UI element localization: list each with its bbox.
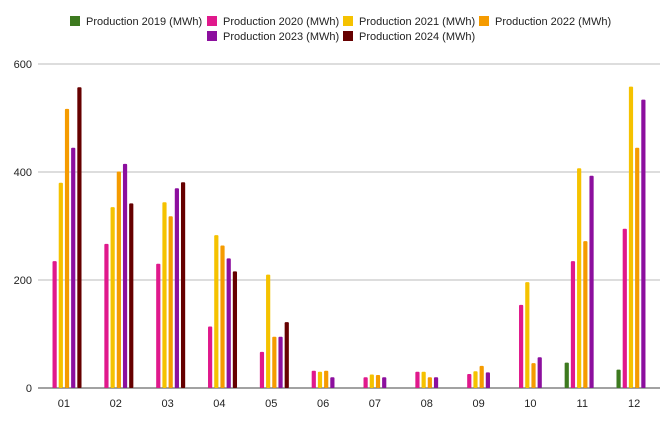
bar-04-series-4 [226,258,231,388]
legend-label-5: Production 2024 (MWh) [359,31,475,43]
bar-03-series-5 [180,182,186,388]
y-axis: 0 200 400 600 [14,59,32,395]
bar-05-series-2 [266,274,271,388]
bar-03-series-3 [168,216,173,388]
x-tick-label-04: 04 [213,398,225,410]
bar-02-series-4 [122,163,128,388]
y-tick-label: 400 [14,167,32,179]
bar-02-series-3 [116,171,121,388]
bar-12-series-2 [628,86,634,389]
legend-swatch-0 [70,16,80,26]
bar-11-series-0 [564,362,569,388]
legend: Production 2019 (MWh) Production 2020 (MW… [70,16,611,43]
x-axis: 01 02 03 04 05 06 07 08 09 10 11 12 [58,398,640,410]
bar-10-series-3 [531,363,536,388]
x-tick-label-05: 05 [265,398,277,410]
bar-09-series-4 [485,372,490,388]
bar-03-series-1 [156,263,161,388]
bar-06-series-2 [317,371,323,388]
bar-10-series-2 [525,282,530,388]
legend-swatch-2 [343,16,353,26]
bar-12-series-3 [635,147,640,388]
y-tick-label: 600 [14,59,32,71]
bar-07-series-1 [363,377,368,388]
bar-11-series-2 [577,168,582,388]
bar-01-series-5 [77,87,82,388]
legend-label-0: Production 2019 (MWh) [86,16,202,28]
bar-04-series-3 [220,245,225,388]
bar-02-series-1 [104,243,109,388]
bar-11-series-3 [583,241,588,388]
bar-09-series-3 [479,365,484,388]
bar-01-series-3 [64,108,70,388]
legend-swatch-3 [479,16,489,26]
x-tick-label-07: 07 [369,398,381,410]
x-tick-label-03: 03 [161,398,173,410]
bar-07-series-4 [382,377,387,388]
x-tick-label-09: 09 [472,398,484,410]
bars [52,86,646,389]
bar-07-series-3 [375,375,381,388]
x-tick-label-12: 12 [628,398,640,410]
bar-03-series-2 [162,202,167,388]
bar-05-series-3 [272,336,277,388]
x-tick-label-02: 02 [110,398,122,410]
bar-06-series-3 [324,370,329,388]
bar-12-series-4 [641,99,646,388]
x-tick-label-10: 10 [524,398,536,410]
legend-label-1: Production 2020 (MWh) [223,16,339,28]
bar-07-series-2 [369,374,374,388]
bar-04-series-2 [214,235,219,388]
bar-08-series-3 [427,377,432,388]
x-tick-label-08: 08 [421,398,433,410]
y-tick-label: 0 [26,383,32,395]
bar-01-series-1 [52,261,57,388]
bar-06-series-1 [311,370,316,388]
bar-03-series-4 [174,188,179,388]
bar-11-series-1 [570,261,576,388]
x-tick-label-11: 11 [577,398,588,410]
bar-02-series-5 [129,203,134,388]
x-tick-label-01: 01 [58,398,70,410]
bar-10-series-4 [537,357,542,388]
bar-12-series-1 [622,228,627,388]
bar-12-series-0 [616,369,621,388]
y-tick-label: 200 [14,275,32,287]
bar-04-series-5 [232,271,238,388]
grid-lines [38,63,660,389]
bar-08-series-4 [433,377,439,388]
bar-02-series-2 [110,207,115,388]
legend-label-3: Production 2022 (MWh) [495,16,611,28]
bar-05-series-1 [259,351,265,388]
bar-11-series-4 [589,175,594,388]
legend-label-2: Production 2021 (MWh) [359,16,475,28]
bar-08-series-2 [421,371,426,388]
x-tick-label-06: 06 [317,398,329,410]
bar-09-series-1 [467,373,472,388]
legend-label-4: Production 2023 (MWh) [223,31,339,43]
legend-swatch-4 [207,31,217,41]
bar-06-series-4 [330,377,335,388]
bar-09-series-2 [473,371,478,388]
bar-08-series-1 [415,371,420,388]
legend-swatch-5 [343,31,353,41]
bar-04-series-1 [208,326,213,388]
bar-05-series-4 [278,336,283,388]
bar-01-series-2 [58,182,63,388]
legend-swatch-1 [207,16,217,26]
bar-01-series-4 [71,147,76,388]
bar-05-series-5 [284,322,289,388]
bar-10-series-1 [519,304,524,388]
